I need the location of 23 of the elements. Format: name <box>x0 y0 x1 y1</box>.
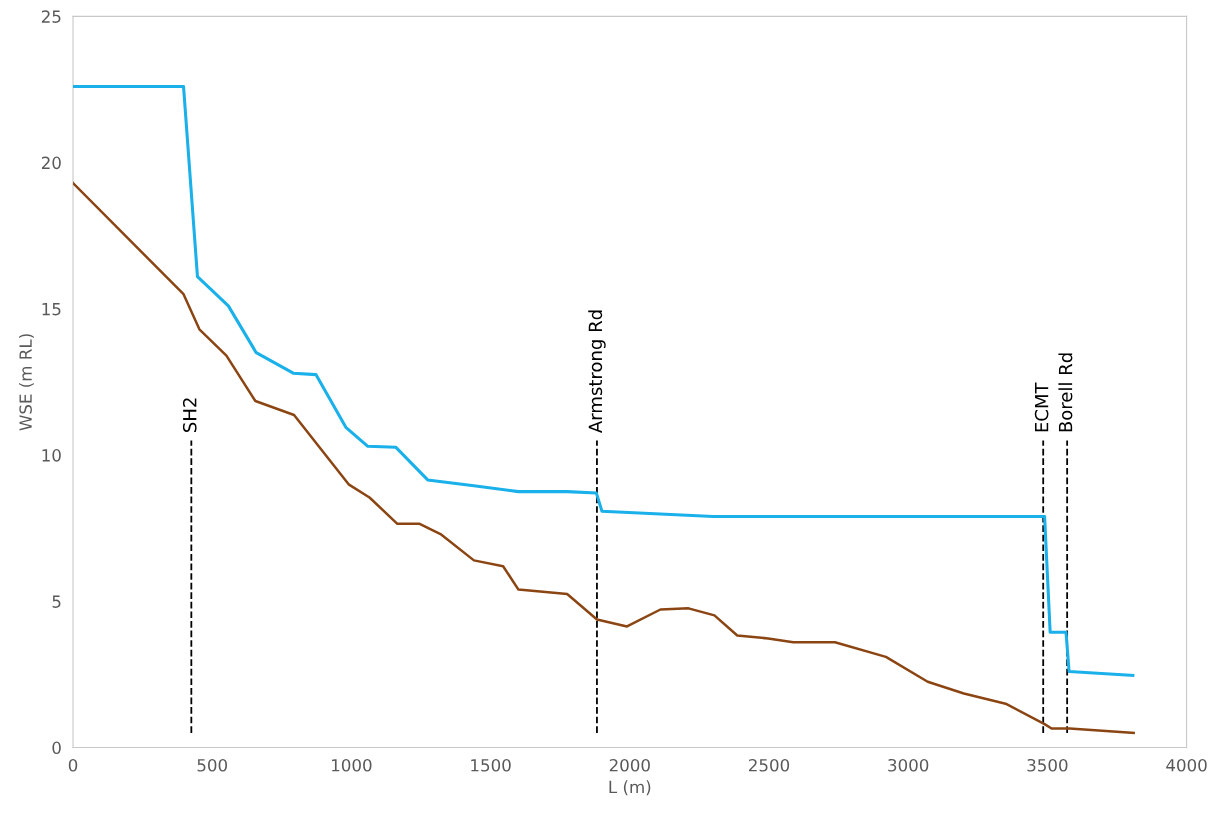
y-tick-label: 10 <box>42 449 61 462</box>
y-tick-label: 5 <box>52 595 61 608</box>
y-tick-label: 20 <box>41 156 61 170</box>
line-series <box>73 85 1135 677</box>
x-tick-label: 3500 <box>1027 758 1068 772</box>
x-tick-label: 1500 <box>471 758 511 772</box>
y-tick-label: 0 <box>52 741 61 755</box>
x-tick-label: 1000 <box>332 758 372 772</box>
ref-line-label: ECMT <box>1034 382 1049 432</box>
ref-line-label: SH2 <box>182 398 197 432</box>
y-tick-label: 15 <box>42 303 61 316</box>
x-tick-label: 0 <box>68 758 78 772</box>
y-axis-title: WSE (m RL) <box>19 334 34 431</box>
ref-line-label: Armstrong Rd <box>588 310 606 433</box>
x-axis-title: L (m) <box>609 780 651 796</box>
line-series <box>73 181 1135 735</box>
x-tick-label: 2500 <box>749 758 790 772</box>
x-tick-label: 2000 <box>609 758 650 772</box>
x-tick-label: 3000 <box>888 758 929 772</box>
ref-line-label: Borell Rd <box>1058 353 1073 432</box>
x-tick-label: 4000 <box>1166 758 1207 772</box>
y-tick-label: 25 <box>41 10 61 23</box>
x-tick-label: 500 <box>197 758 228 772</box>
